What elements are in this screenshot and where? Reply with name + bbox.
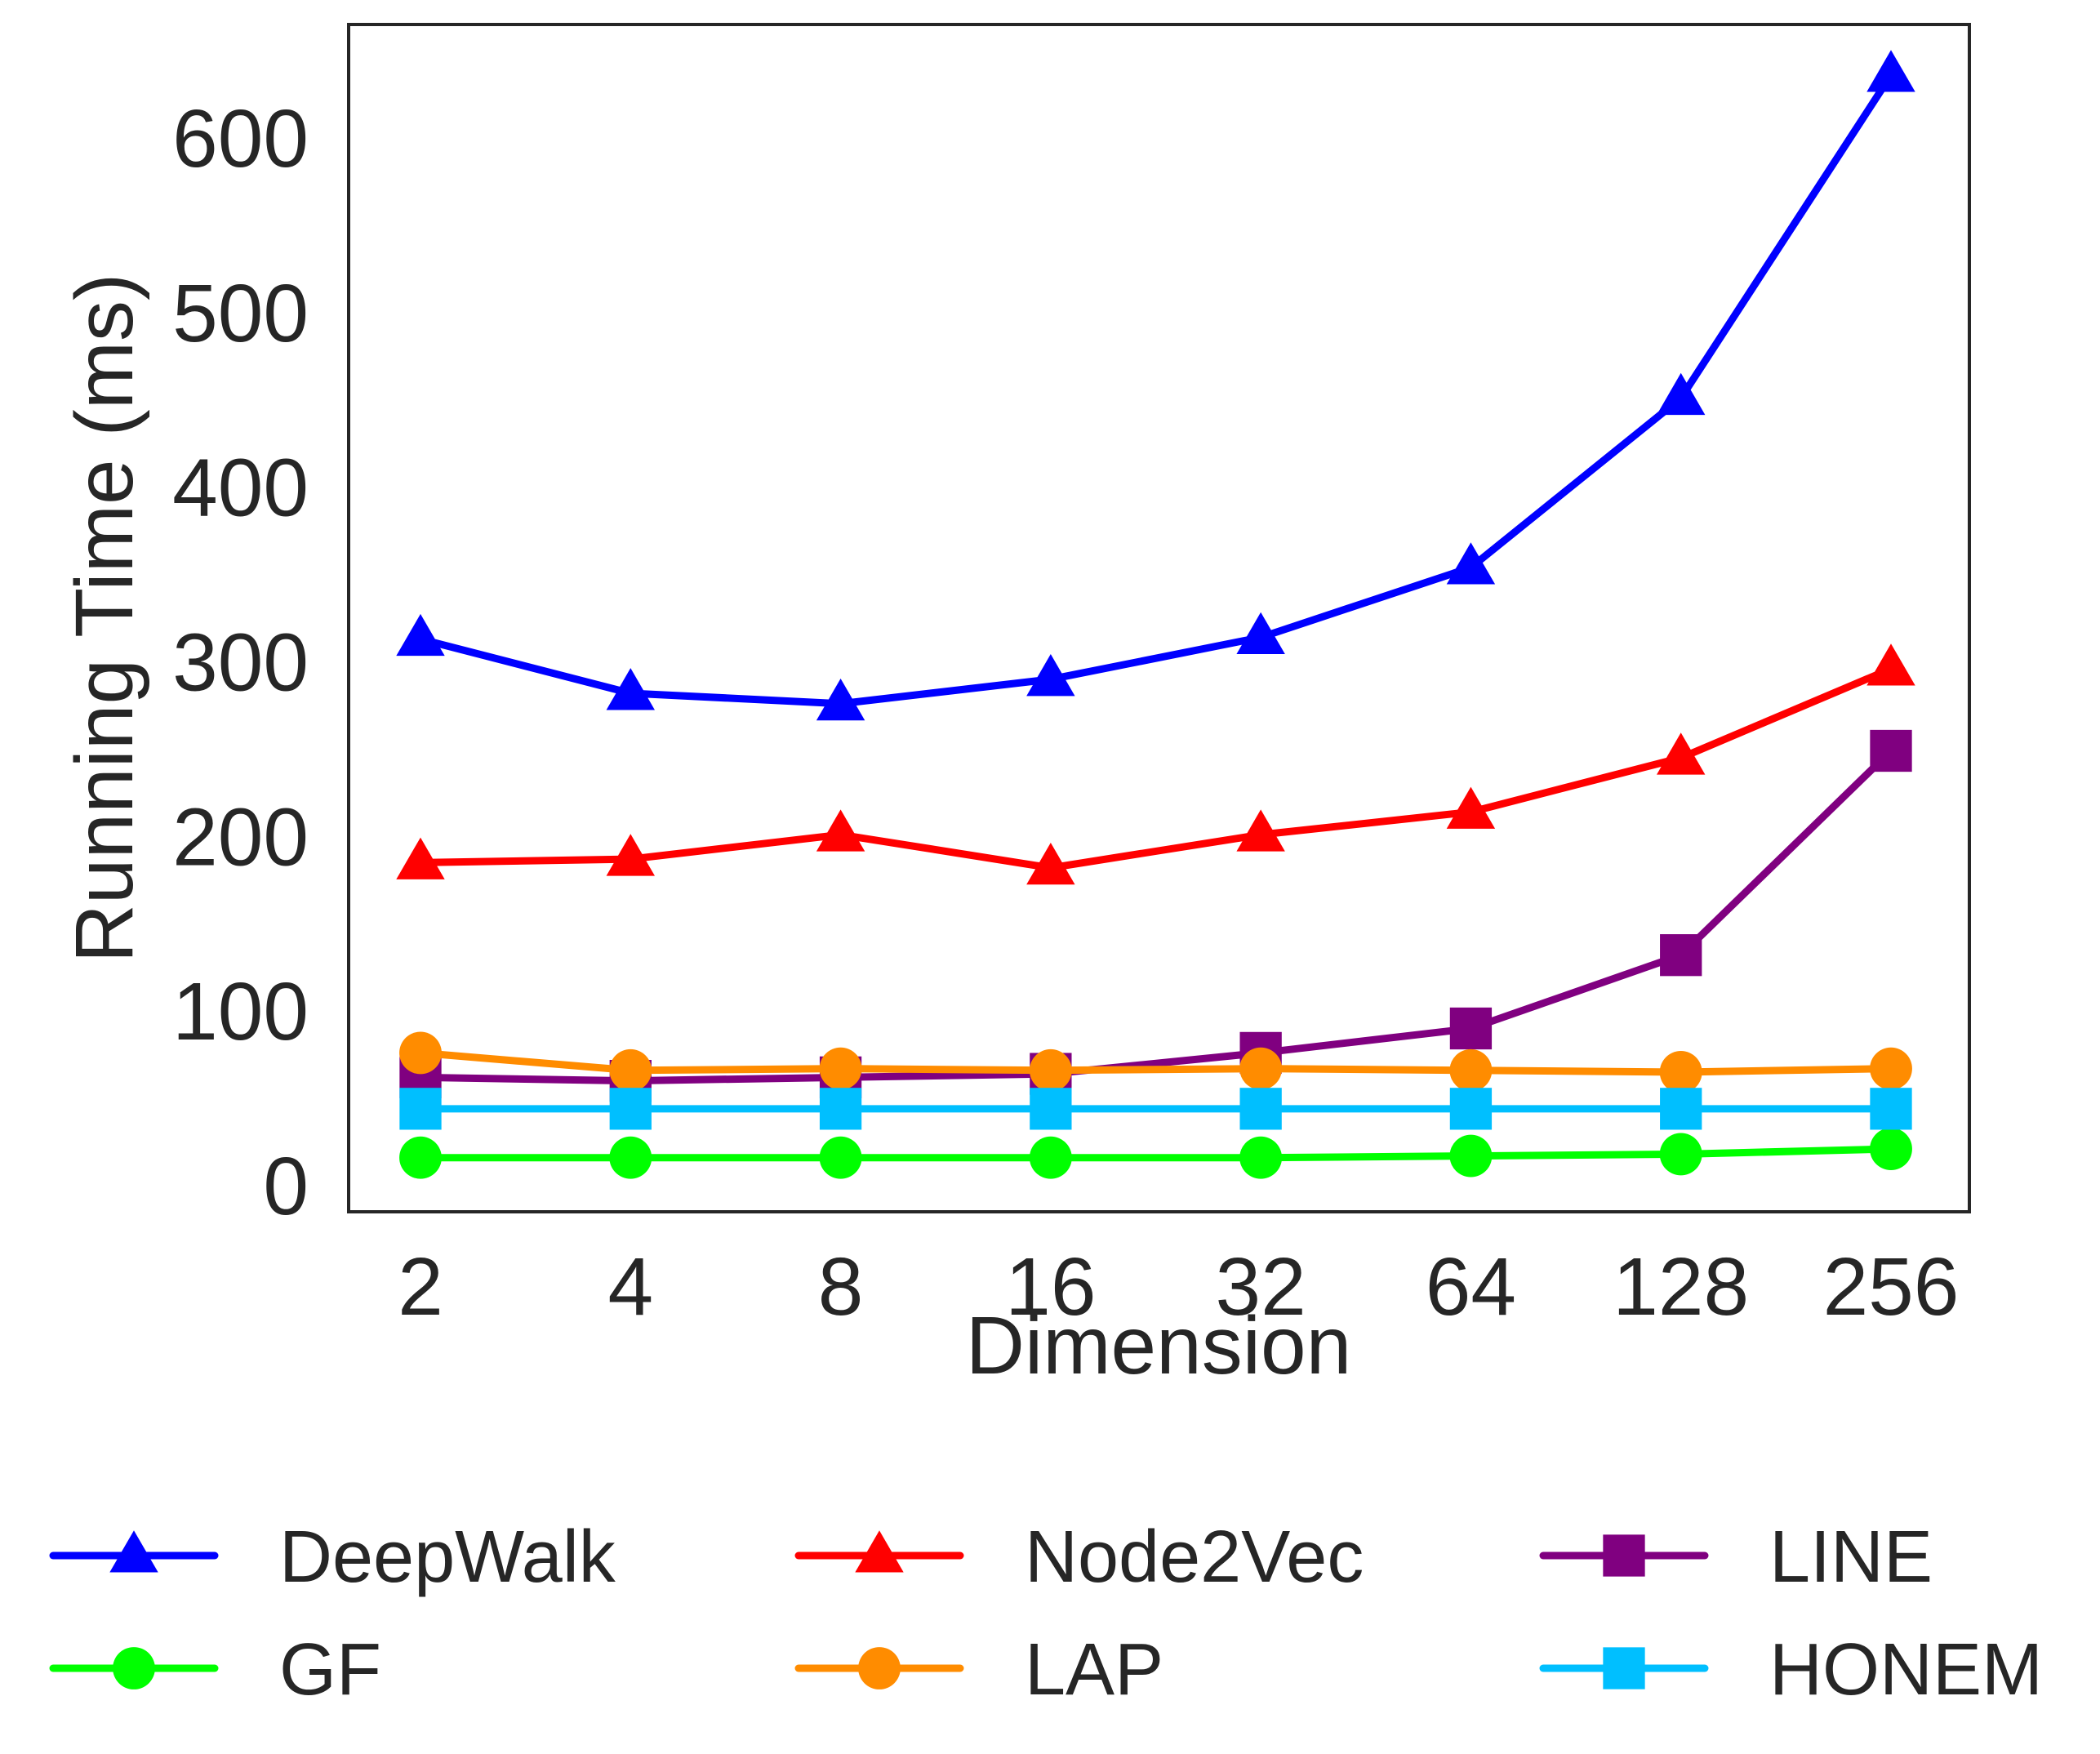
series-node2vec	[396, 643, 1915, 885]
data-point-deepwalk	[606, 668, 655, 710]
legend-marker	[855, 1530, 904, 1573]
legend-label: LAP	[1025, 1629, 1163, 1711]
legend-marker	[109, 1530, 158, 1573]
data-point-gf	[1659, 1133, 1702, 1176]
data-point-gf	[1870, 1128, 1912, 1170]
y-tick-labels: 0 100 200 300 400 500 600	[172, 93, 309, 1232]
data-point-lap	[399, 1031, 442, 1075]
series-layer	[396, 50, 1915, 1179]
y-tick-label: 600	[172, 93, 309, 185]
data-point-node2vec	[816, 809, 865, 852]
legend-item-line: LINE	[1539, 1516, 1933, 1598]
data-point-deepwalk	[816, 678, 865, 721]
x-tick-label: 8	[818, 1241, 864, 1333]
data-point-line	[1660, 934, 1702, 977]
data-point-deepwalk	[1236, 612, 1285, 655]
y-axis-label: Running Time (ms)	[59, 274, 150, 964]
y-tick-label: 100	[172, 966, 309, 1057]
data-point-deepwalk	[1657, 372, 1706, 416]
data-point-gf	[1029, 1136, 1072, 1179]
data-point-deepwalk	[1446, 542, 1496, 585]
series-gf	[399, 1128, 1912, 1179]
data-point-node2vec	[606, 834, 655, 876]
legend-marker	[1603, 1647, 1645, 1689]
series-line-node2vec	[416, 665, 1895, 872]
data-point-lap	[1659, 1051, 1702, 1093]
series-deepwalk	[396, 50, 1915, 721]
series-line-deepwalk	[416, 71, 1895, 708]
data-point-deepwalk	[396, 613, 445, 657]
plot-frame	[347, 23, 1971, 1213]
legend-item-node2vec: Node2Vec	[794, 1516, 1364, 1598]
data-point-lap	[609, 1048, 652, 1092]
data-point-honem	[609, 1088, 652, 1130]
x-tick-label: 2	[398, 1241, 443, 1333]
x-tick-label: 4	[607, 1241, 653, 1333]
legend: DeepWalk Node2Vec LINE GF LAP HONEM	[49, 1516, 2043, 1711]
y-tick-label: 400	[172, 443, 309, 534]
data-point-lap	[819, 1047, 862, 1090]
legend-marker	[113, 1647, 155, 1689]
data-point-gf	[1449, 1134, 1493, 1177]
data-point-honem	[819, 1088, 862, 1130]
data-point-node2vec	[1657, 732, 1706, 775]
data-point-gf	[399, 1136, 442, 1179]
data-point-lap	[1870, 1047, 1912, 1090]
y-tick-label: 200	[172, 791, 309, 883]
data-point-lap	[1029, 1048, 1072, 1092]
data-point-gf	[819, 1136, 862, 1179]
legend-label: GF	[279, 1629, 381, 1711]
data-point-gf	[1239, 1136, 1283, 1179]
data-point-lap	[1449, 1048, 1493, 1092]
x-tick-labels: 2 4 8 16 32 64 128 256	[398, 1241, 1959, 1333]
data-point-node2vec	[1026, 842, 1075, 885]
data-point-honem	[1030, 1088, 1072, 1130]
x-tick-label: 32	[1216, 1241, 1306, 1333]
x-tick-label: 16	[1005, 1241, 1096, 1333]
x-axis-label: Dimension	[966, 1300, 1351, 1391]
legend-item-honem: HONEM	[1539, 1629, 2043, 1711]
x-tick-label: 256	[1823, 1241, 1960, 1333]
legend-item-deepwalk: DeepWalk	[49, 1516, 616, 1598]
data-point-line	[1449, 1007, 1493, 1050]
data-point-honem	[1660, 1088, 1702, 1130]
series-line-gf	[416, 1145, 1895, 1162]
series-lap	[399, 1031, 1912, 1093]
y-tick-label: 300	[172, 617, 309, 708]
legend-marker	[1603, 1534, 1645, 1577]
legend-label: Node2Vec	[1025, 1516, 1364, 1598]
y-tick-label: 500	[172, 268, 309, 359]
data-point-line	[1870, 729, 1912, 772]
legend-label: DeepWalk	[279, 1516, 616, 1598]
series-honem	[399, 1088, 1912, 1130]
data-point-honem	[1870, 1088, 1912, 1130]
data-point-node2vec	[1236, 809, 1285, 852]
legend-label: LINE	[1769, 1516, 1933, 1598]
data-point-lap	[1239, 1047, 1283, 1090]
y-tick-label: 0	[263, 1141, 309, 1232]
legend-marker	[858, 1647, 901, 1689]
x-tick-label: 64	[1426, 1241, 1516, 1333]
series-line-lap	[416, 1048, 1895, 1076]
x-tick-label: 128	[1613, 1241, 1749, 1333]
data-point-gf	[609, 1136, 652, 1179]
data-point-deepwalk	[1026, 654, 1075, 697]
legend-item-gf: GF	[49, 1629, 381, 1711]
data-point-honem	[1239, 1088, 1282, 1130]
data-point-honem	[399, 1088, 442, 1130]
series-line-line	[416, 747, 1895, 1085]
data-point-deepwalk	[1866, 50, 1915, 92]
legend-item-lap: LAP	[794, 1629, 1163, 1711]
data-point-node2vec	[396, 837, 445, 879]
data-point-honem	[1449, 1088, 1493, 1130]
data-point-node2vec	[1866, 643, 1915, 686]
data-point-node2vec	[1446, 786, 1496, 829]
legend-label: HONEM	[1769, 1629, 2043, 1711]
